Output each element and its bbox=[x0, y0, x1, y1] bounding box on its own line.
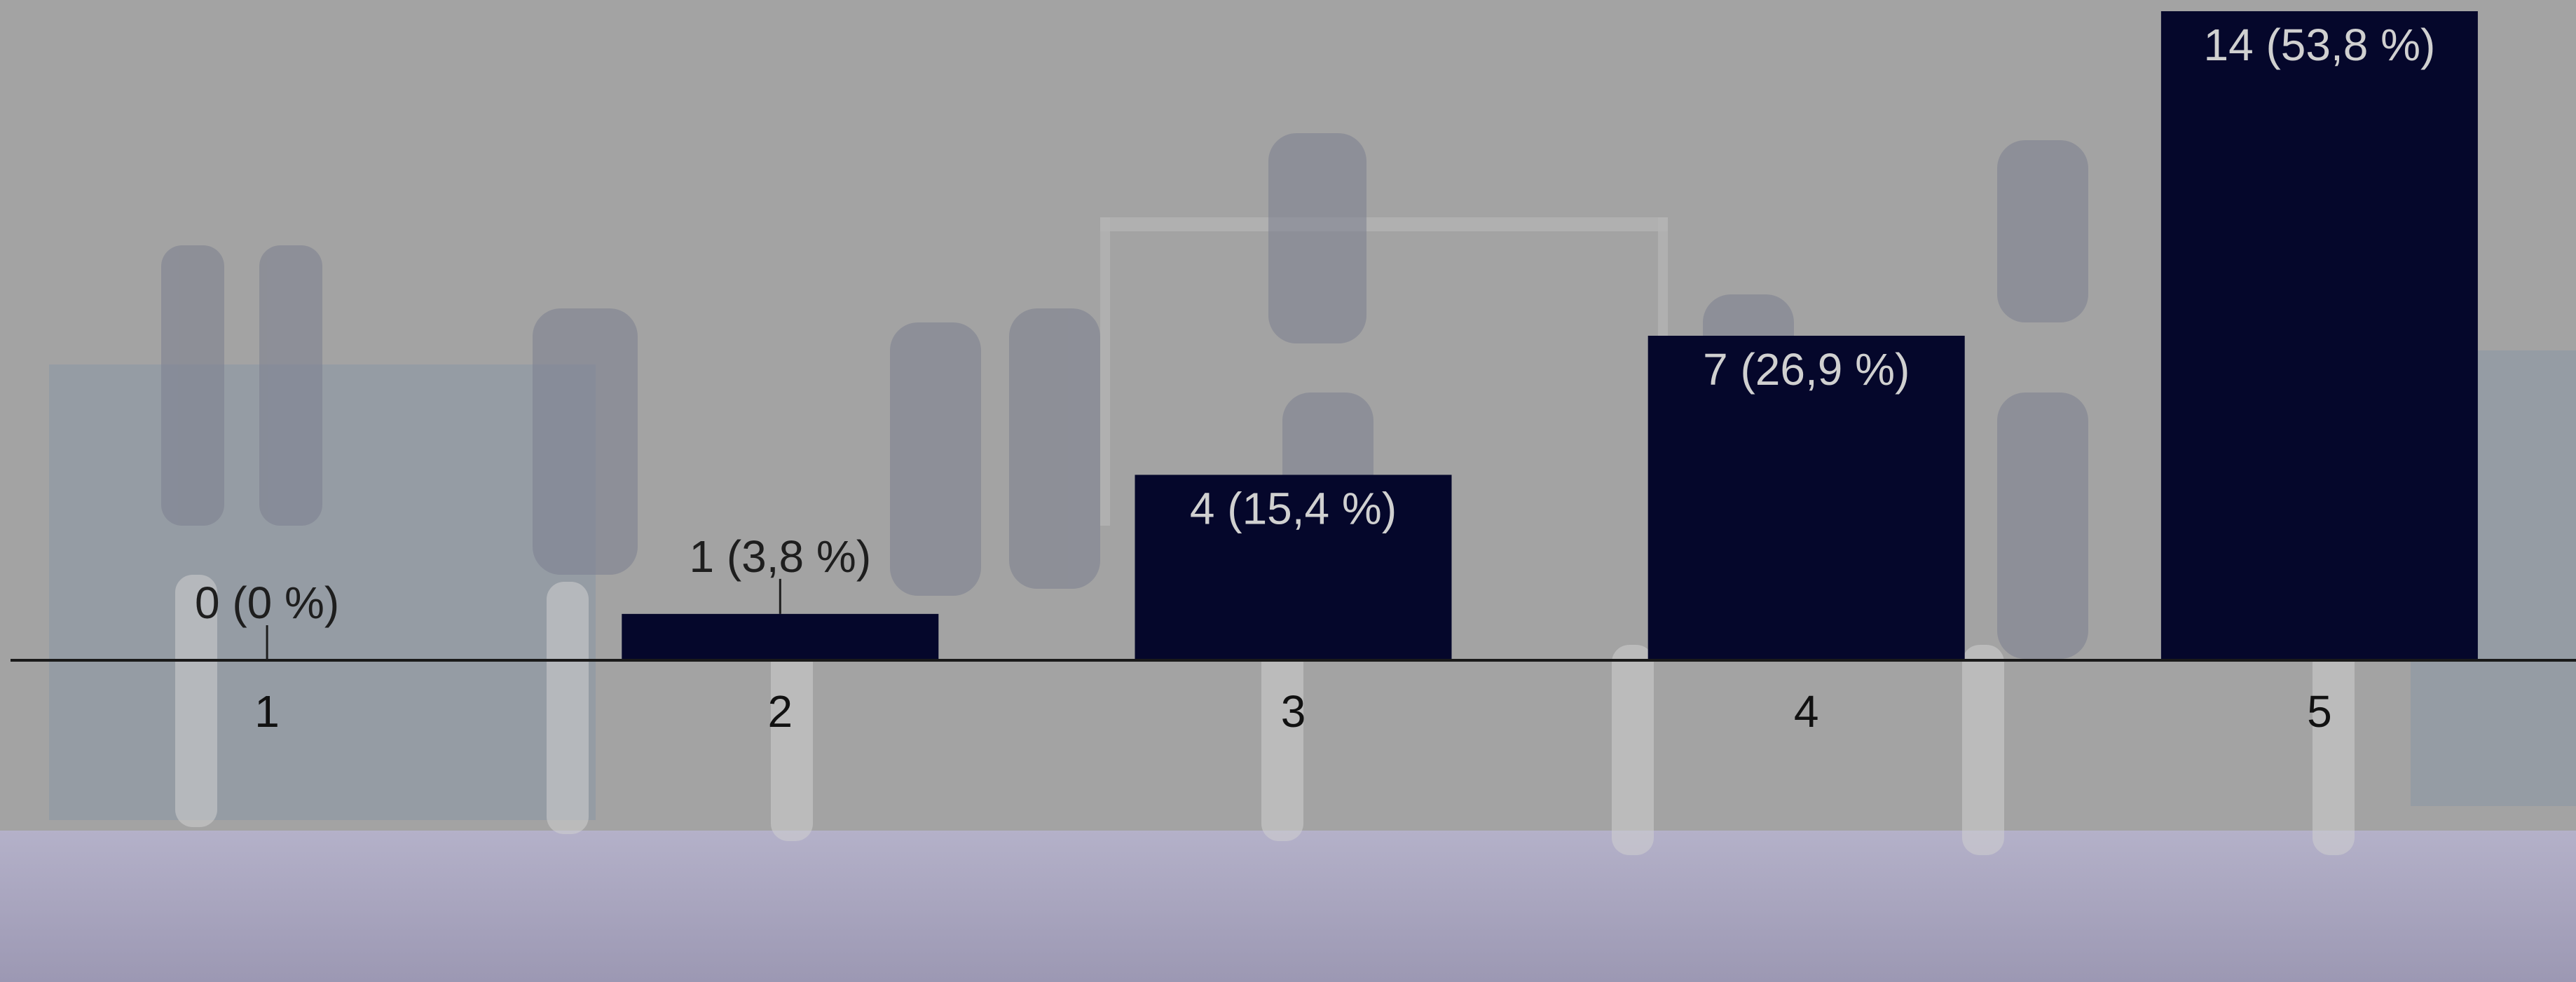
x-tick-label-3: 3 bbox=[1281, 686, 1306, 737]
bars-layer bbox=[622, 11, 2478, 660]
data-label-1: 0 (0 %) bbox=[195, 578, 339, 628]
bar-4 bbox=[1647, 336, 1965, 660]
x-tick-label-4: 4 bbox=[1794, 686, 1819, 737]
data-label-2: 1 (3,8 %) bbox=[689, 531, 871, 582]
bar-3 bbox=[1135, 475, 1452, 660]
bar-5 bbox=[2160, 11, 2478, 660]
data-label-5: 14 (53,8 %) bbox=[2203, 20, 2435, 70]
bar-2 bbox=[622, 613, 939, 660]
x-tick-label-1: 1 bbox=[254, 686, 280, 737]
data-label-3: 4 (15,4 %) bbox=[1190, 483, 1397, 533]
x-tick-label-2: 2 bbox=[768, 686, 793, 737]
x-tick-label-5: 5 bbox=[2307, 686, 2332, 737]
labels-layer: 0 (0 %) 1 1 (3,8 %) 2 4 (15,4 %) 3 7 (26,9 %) 4… bbox=[195, 20, 2435, 737]
data-label-4: 7 (26,9 %) bbox=[1703, 344, 1910, 395]
